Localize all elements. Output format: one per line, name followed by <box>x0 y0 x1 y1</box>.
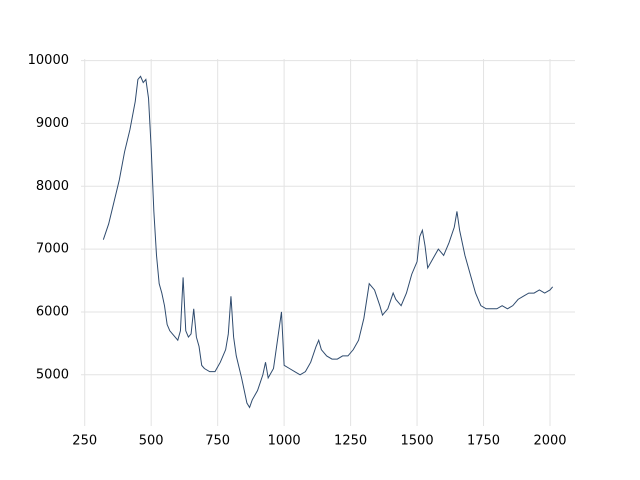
y-tick-label: 7000 <box>36 242 69 257</box>
y-tick-label: 9000 <box>36 116 69 131</box>
x-tick-label: 250 <box>72 434 97 449</box>
y-tick-label: 10000 <box>28 53 69 68</box>
x-tick-label: 750 <box>205 434 230 449</box>
x-tick-label: 1500 <box>401 434 434 449</box>
y-tick-label: 5000 <box>36 367 69 382</box>
x-tick-label: 1750 <box>467 434 500 449</box>
y-tick-label: 8000 <box>36 179 69 194</box>
y-tick-label: 6000 <box>36 304 69 319</box>
x-tick-label: 2000 <box>533 434 566 449</box>
data-line <box>102 75 554 409</box>
x-tick-label: 1000 <box>268 434 301 449</box>
x-tick-label: 1250 <box>334 434 367 449</box>
x-tick-label: 500 <box>139 434 164 449</box>
